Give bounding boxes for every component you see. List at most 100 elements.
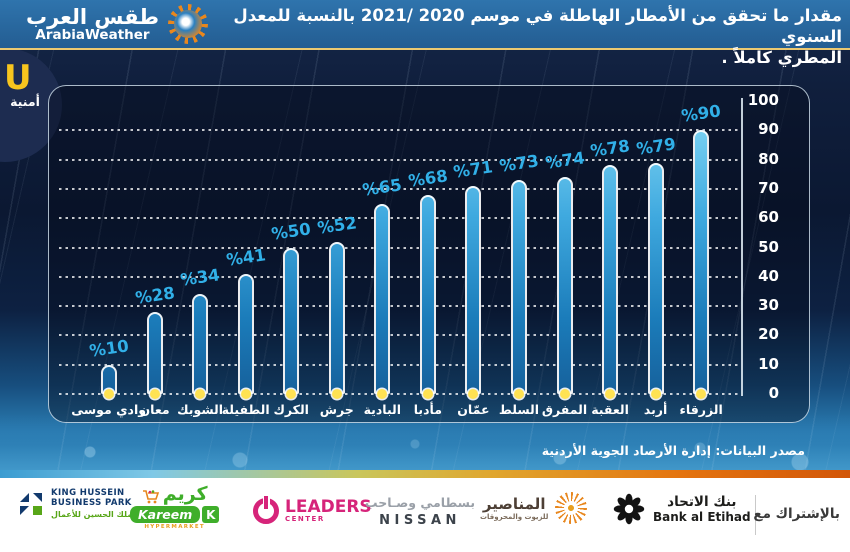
bar	[647, 162, 664, 394]
y-tick-label: 100	[747, 91, 779, 109]
kareem-hypermarket-logo: كريم Kareem K HYPERMARKET	[130, 484, 220, 530]
partnership-label: بالإشتراك مع	[753, 506, 840, 522]
etihad-rosette-icon	[613, 493, 645, 525]
page-title: مقدار ما تحقق من الأمطار الهاطلة في موسم…	[202, 5, 842, 68]
y-tick-label: 70	[758, 178, 779, 197]
bank-al-etihad-logo: بنك الاتحاد Bank al Etihad	[612, 492, 751, 526]
arabiaweather-sun-icon	[168, 4, 208, 44]
bar-category-label: معان	[139, 402, 170, 417]
baseline-dot	[286, 389, 297, 399]
nissan-dealer-arabic: بسطامي وصـاحب	[365, 495, 476, 510]
nissan-bustami-saheb-logo: بسطامي وصـاحب NISSAN	[365, 495, 475, 528]
bar-category-label: مأدبا	[413, 402, 442, 417]
chart-panel: 0 10 20 30 40 50 60 70 80 90 100 %10 وادي موسى %28 معا…	[48, 85, 810, 423]
data-source-note: مصدر البيانات: إدارة الأرصاد الجوية الأر…	[541, 443, 805, 458]
leaders-center-logo: LEADERS CENTER	[253, 495, 372, 524]
manaseer-subtitle: للزيوت والمحروقات	[480, 512, 549, 521]
gridline	[59, 363, 741, 366]
power-button-icon	[253, 495, 279, 524]
y-tick-label: 20	[758, 325, 779, 344]
baseline-dot	[240, 389, 251, 399]
bar	[328, 241, 345, 394]
baseline-dot	[331, 389, 342, 399]
baseline-dot	[559, 389, 570, 399]
nissan-wordmark: NISSAN	[379, 513, 461, 528]
khbp-arabic: مجمع الملك الحسين للأعمال	[51, 510, 163, 519]
y-tick-label: 80	[758, 149, 779, 168]
bar	[146, 311, 163, 394]
y-tick-label: 50	[758, 237, 779, 256]
bar-category-label: الكرك	[273, 402, 309, 417]
y-axis-line	[741, 98, 743, 396]
y-tick-label: 30	[758, 296, 779, 315]
gridline	[59, 275, 741, 278]
baseline-dot	[696, 389, 707, 399]
bar-category-label: الطفيلة	[221, 402, 270, 417]
khbp-line2: BUSINESS PARK	[51, 498, 132, 508]
bar	[465, 185, 482, 394]
baseline-dot	[468, 389, 479, 399]
bar-category-label: جرش	[319, 402, 354, 417]
leaders-name: LEADERS	[285, 497, 372, 517]
bar-category-label: البادية	[363, 402, 402, 417]
arabiaweather-logo: طقس العرب ArabiaWeather	[26, 4, 208, 44]
kareem-subtitle: HYPERMARKET	[144, 524, 205, 530]
baseline-dot	[605, 389, 616, 399]
baseline-dot	[422, 389, 433, 399]
baseline-dot	[149, 389, 160, 399]
kareem-arabic: كريم	[162, 483, 208, 505]
manaseer-arabic: المناصير	[482, 494, 546, 513]
baseline-dot	[377, 389, 388, 399]
bar	[602, 165, 619, 394]
bar	[419, 194, 436, 394]
khbp-text: KING HUSSEIN BUSINESS PARK مجمع الملك ال…	[51, 488, 163, 519]
bar-category-label: الشوبك	[177, 402, 224, 417]
bar	[192, 294, 209, 394]
manaseer-text: المناصير للزيوت والمحروقات	[480, 496, 548, 521]
bar	[510, 180, 527, 394]
y-tick-label: 40	[758, 266, 779, 285]
y-tick-label: 90	[758, 120, 779, 139]
bar-category-label: السلط	[498, 402, 540, 417]
khbp-line1: KING HUSSEIN	[51, 488, 125, 498]
bar-category-label: وادي موسى	[71, 402, 146, 417]
sun-core	[174, 10, 202, 38]
bar-value-label: %90	[680, 101, 723, 126]
gradient-divider-strip	[0, 470, 850, 478]
y-tick-label: 10	[758, 354, 779, 373]
header-bar: طقس العرب ArabiaWeather مقدار ما تحقق من…	[0, 0, 850, 67]
baseline-dot	[104, 389, 114, 399]
baseline-dot	[195, 389, 206, 399]
bar	[374, 203, 391, 394]
footer-separator	[755, 495, 756, 535]
leaders-text: LEADERS CENTER	[285, 497, 372, 524]
king-hussein-business-park-logo: KING HUSSEIN BUSINESS PARK مجمع الملك ال…	[16, 488, 163, 519]
gridline	[59, 246, 741, 249]
sponsors-footer: KING HUSSEIN BUSINESS PARK مجمع الملك ال…	[0, 478, 850, 552]
brand-name-arabic: طقس العرب	[26, 5, 159, 29]
bar-category-label: العقبة	[591, 402, 629, 417]
umniah-u-logo: U	[4, 58, 32, 98]
bar-chart: 0 10 20 30 40 50 60 70 80 90 100 %10 وادي موسى %28 معا…	[49, 86, 809, 422]
bar-category-label: عمّان	[457, 402, 490, 417]
bar-category-label: المفرق	[541, 402, 588, 417]
brand-name-english: ArabiaWeather	[35, 27, 150, 43]
gridline	[59, 187, 741, 190]
umniah-name-arabic: أمنية	[10, 94, 40, 109]
gridline	[59, 158, 741, 161]
bar	[237, 273, 254, 394]
etihad-arabic: بنك الاتحاد	[667, 493, 737, 510]
kareem-english: Kareem	[130, 506, 201, 523]
bar-value-label: %10	[88, 336, 130, 361]
gridline	[59, 305, 741, 308]
baseline-dot	[650, 389, 661, 399]
bar-value-label: %52	[315, 212, 358, 238]
brand-text: طقس العرب ArabiaWeather	[26, 6, 159, 42]
kareem-top: كريم	[130, 484, 219, 504]
bar-category-label: أربد	[643, 402, 668, 417]
y-tick-label: 0	[768, 384, 779, 402]
manaseer-oil-gas-logo: المناصير للزيوت والمحروقات	[480, 492, 588, 524]
bar	[283, 247, 300, 394]
etihad-english: Bank al Etihad	[653, 509, 751, 524]
y-tick-label: 60	[758, 208, 779, 227]
